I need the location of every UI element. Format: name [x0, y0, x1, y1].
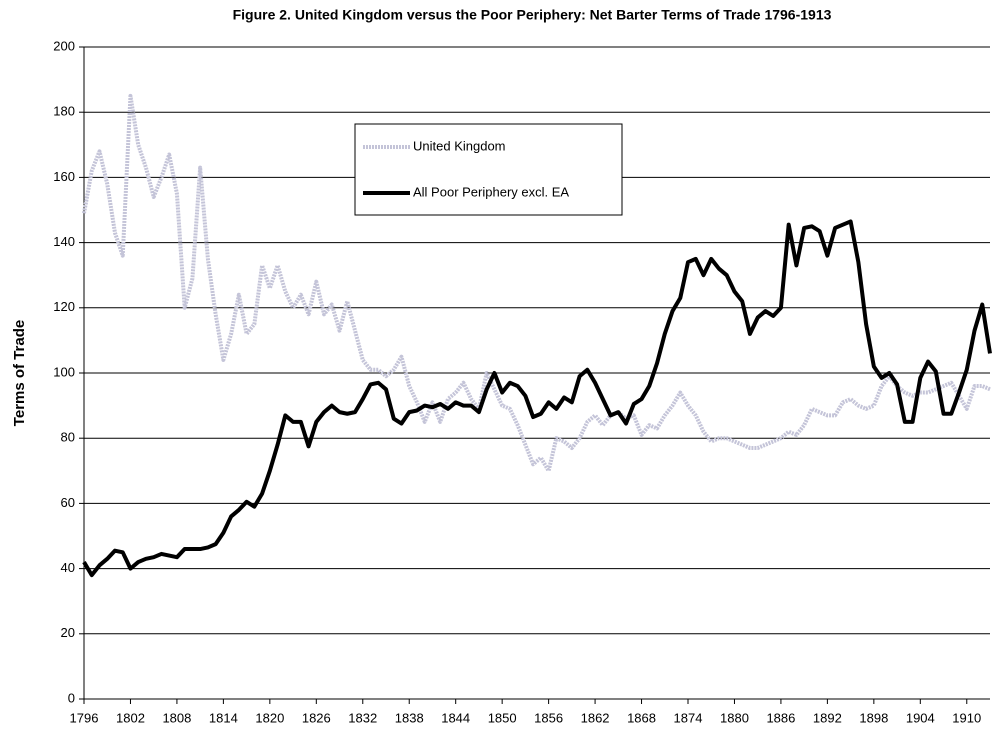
x-tick-label: 1814: [209, 710, 238, 725]
x-tick-label: 1874: [674, 710, 703, 725]
x-tick-label: 1826: [302, 710, 331, 725]
x-tick-label: 1850: [488, 710, 517, 725]
x-tick-label: 1820: [255, 710, 284, 725]
legend-box: [354, 123, 623, 216]
x-tick-label: 1904: [906, 710, 935, 725]
legend-label: All Poor Periphery excl. EA: [413, 184, 569, 199]
y-tick-label: 60: [61, 495, 75, 510]
x-tick-label: 1892: [813, 710, 842, 725]
chart-title: Figure 2. United Kingdom versus the Poor…: [233, 7, 832, 23]
x-tick-label: 1844: [441, 710, 470, 725]
y-tick-label: 140: [53, 234, 75, 249]
y-tick-label: 120: [53, 299, 75, 314]
x-tick-label: 1856: [534, 710, 563, 725]
x-tick-label: 1910: [952, 710, 981, 725]
x-tick-label: 1880: [720, 710, 749, 725]
y-tick-label: 200: [53, 38, 75, 53]
x-tick-label: 1838: [395, 710, 424, 725]
y-tick-label: 80: [61, 430, 75, 445]
x-tick-label: 1868: [627, 710, 656, 725]
x-tick-label: 1862: [581, 710, 610, 725]
x-tick-label: 1808: [162, 710, 191, 725]
x-tick-label: 1898: [859, 710, 888, 725]
y-tick-label: 160: [53, 169, 75, 184]
x-tick-label: 1796: [70, 710, 99, 725]
y-tick-label: 180: [53, 104, 75, 119]
legend-label: United Kingdom: [413, 138, 506, 153]
x-tick-label: 1802: [116, 710, 145, 725]
x-tick-label: 1832: [348, 710, 377, 725]
y-tick-label: 100: [53, 364, 75, 379]
y-tick-label: 40: [61, 560, 75, 575]
x-tick-label: 1886: [766, 710, 795, 725]
y-tick-label: 0: [68, 690, 75, 705]
line-series: [82, 93, 991, 473]
line-series: [82, 219, 992, 578]
y-tick-label: 20: [61, 625, 75, 640]
y-axis-title: Terms of Trade: [11, 320, 28, 426]
